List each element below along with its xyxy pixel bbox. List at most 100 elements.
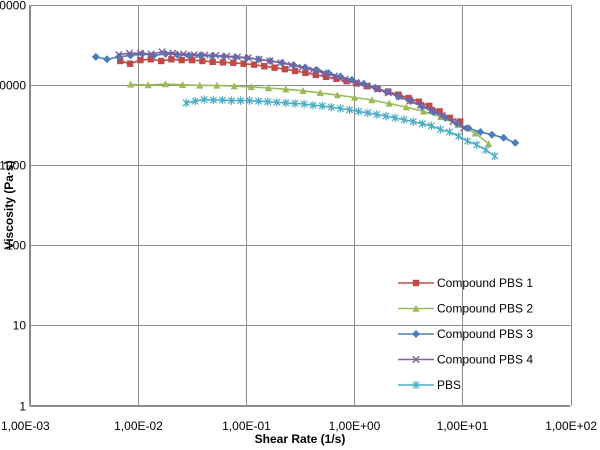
data-point [196, 81, 204, 89]
data-point [245, 96, 254, 105]
data-point [179, 50, 188, 58]
data-point [117, 57, 124, 65]
data-point [438, 111, 446, 119]
legend-label: Compound PBS 1 [437, 276, 533, 290]
legend-swatch-marker [412, 279, 420, 287]
data-point [345, 105, 354, 115]
data-point [219, 59, 227, 66]
data-point [209, 58, 216, 66]
data-point [446, 114, 454, 122]
data-point [188, 56, 196, 64]
data-point [222, 52, 231, 60]
data-point [291, 67, 299, 75]
data-point [384, 89, 392, 97]
legend-label: Compound PBS 4 [437, 353, 533, 367]
data-point [250, 61, 258, 68]
legend-item: PBS [398, 378, 461, 392]
data-point [473, 140, 481, 149]
data-point [230, 59, 237, 66]
data-point [415, 98, 423, 105]
data-point [191, 96, 199, 106]
data-point [161, 80, 169, 88]
data-point [471, 129, 479, 137]
data-point [354, 107, 363, 116]
data-point [182, 98, 190, 108]
x-tick-label: 1,00E+00 [329, 419, 381, 433]
data-point [300, 99, 308, 109]
data-point [419, 107, 428, 115]
data-point [291, 99, 299, 108]
legend-item: Compound PBS 2 [398, 302, 533, 316]
data-point [125, 49, 134, 57]
data-point [341, 75, 349, 83]
data-point [395, 92, 403, 101]
data-point [499, 133, 508, 142]
data-point [309, 101, 317, 110]
data-point [190, 50, 198, 59]
data-point [213, 81, 221, 89]
data-point [327, 102, 335, 112]
data-point [281, 65, 289, 73]
x-axis-title: Shear Rate (1/s) [255, 432, 346, 446]
data-point [102, 55, 111, 64]
grid [29, 5, 572, 407]
legend-item: Compound PBS 4 [398, 353, 533, 367]
data-point [449, 117, 457, 126]
data-point [255, 55, 263, 63]
data-point [333, 91, 342, 99]
legend-swatch-marker [412, 380, 420, 390]
data-point [282, 98, 290, 108]
legend-swatch-marker [412, 330, 420, 338]
data-point [179, 80, 187, 88]
data-point [406, 96, 414, 105]
data-point [436, 108, 443, 115]
data-point [168, 56, 175, 63]
data-point [445, 127, 454, 137]
data-point [385, 99, 393, 107]
data-point [264, 97, 272, 106]
data-series [91, 48, 520, 161]
data-point [158, 48, 166, 56]
legend-item: Compound PBS 1 [398, 276, 533, 290]
data-point [240, 60, 247, 67]
data-point [409, 117, 417, 126]
data-point [418, 119, 426, 128]
data-point [312, 71, 320, 79]
data-point [254, 96, 263, 106]
data-point [233, 53, 242, 61]
legend-swatch-marker [412, 304, 420, 312]
data-point [302, 69, 309, 77]
data-point [476, 127, 485, 136]
data-point [127, 80, 135, 88]
data-point [147, 50, 155, 58]
data-point [158, 57, 165, 65]
data-point [169, 49, 177, 57]
data-point [455, 132, 463, 141]
data-point [391, 113, 399, 123]
data-point [427, 121, 436, 131]
data-point [236, 96, 245, 105]
data-point [136, 49, 145, 57]
data-point [322, 73, 330, 80]
data-point [402, 103, 410, 111]
data-point [482, 145, 490, 155]
y-tick-label: 10 [13, 319, 27, 333]
data-point [212, 51, 220, 60]
data-point [144, 81, 152, 89]
data-point [276, 59, 285, 67]
data-point [456, 118, 464, 125]
y-axis-title: Viscosity (Pa·s) [2, 160, 16, 249]
data-point [298, 63, 306, 72]
data-point [299, 86, 307, 94]
legend: Compound PBS 1 Compound PBS 2 Compound PBS… [398, 276, 533, 392]
legend-label: Compound PBS 2 [437, 302, 533, 316]
data-point [266, 57, 274, 65]
data-point [316, 89, 324, 97]
data-point [511, 138, 520, 147]
data-point [147, 56, 154, 63]
legend-label: Compound PBS 3 [437, 327, 533, 341]
